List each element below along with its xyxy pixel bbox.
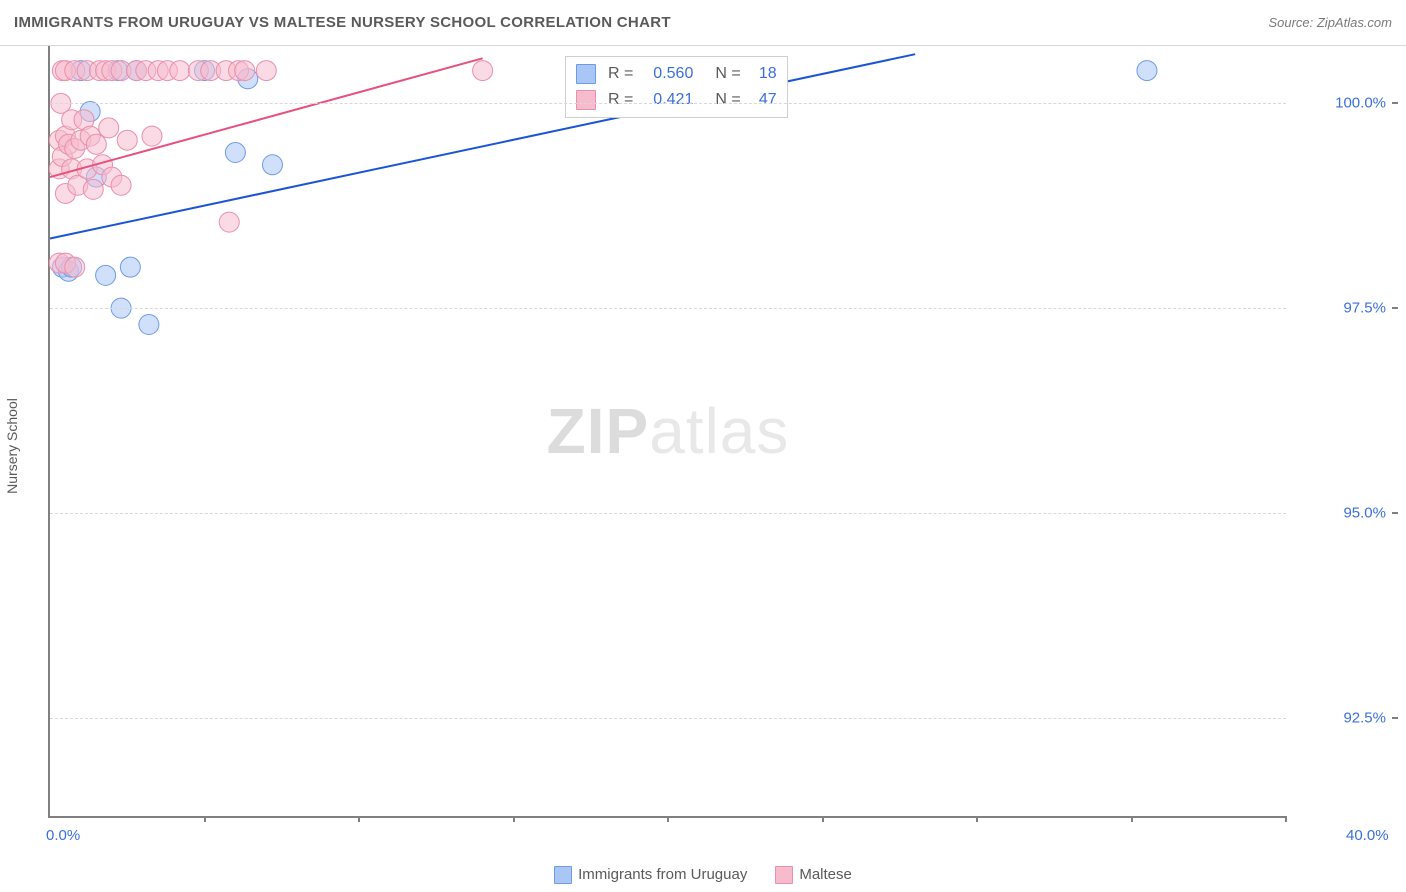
legend-label-maltese: Maltese — [799, 866, 852, 883]
scatter-plot-svg — [50, 46, 1286, 816]
stats-row: R =0.560 N = 18 — [576, 61, 777, 87]
stats-N-label: N = — [715, 87, 740, 113]
scatter-point-maltese — [111, 175, 131, 195]
legend-item-maltese: Maltese — [775, 866, 852, 884]
stats-swatch — [576, 64, 596, 84]
scatter-point-maltese — [256, 61, 276, 81]
scatter-point-maltese — [86, 134, 106, 154]
scatter-point-maltese — [473, 61, 493, 81]
x-tick-mark — [667, 816, 669, 822]
scatter-point-maltese — [170, 61, 190, 81]
correlation-stats-box: R =0.560 N = 18 R =0.421 N = 47 — [565, 56, 788, 118]
x-axis-label-min: 0.0% — [46, 827, 80, 844]
scatter-point-uruguay — [96, 265, 116, 285]
x-tick-mark — [1131, 816, 1133, 822]
x-tick-mark — [1285, 816, 1287, 822]
y-axis-title: Nursery School — [4, 398, 20, 494]
x-tick-mark — [513, 816, 515, 822]
scatter-point-maltese — [219, 212, 239, 232]
gridline-h — [50, 103, 1286, 104]
chart-title: IMMIGRANTS FROM URUGUAY VS MALTESE NURSE… — [14, 14, 671, 31]
x-tick-mark — [822, 816, 824, 822]
scatter-point-maltese — [99, 118, 119, 138]
scatter-point-maltese — [142, 126, 162, 146]
scatter-point-maltese — [117, 130, 137, 150]
source-name: ZipAtlas.com — [1317, 15, 1392, 30]
source-attribution: Source: ZipAtlas.com — [1268, 15, 1392, 30]
stats-R-value: 0.421 — [639, 87, 693, 113]
scatter-point-uruguay — [262, 155, 282, 175]
scatter-point-uruguay — [120, 257, 140, 277]
stats-swatch — [576, 90, 596, 110]
y-tick-label: 95.0% — [1296, 504, 1386, 521]
x-tick-mark — [358, 816, 360, 822]
x-tick-mark — [204, 816, 206, 822]
legend-swatch-uruguay — [554, 866, 572, 884]
x-axis-label-max: 40.0% — [1346, 827, 1389, 844]
plot-area: ZIPatlas R =0.560N =18R =0.421N =47 0.0%… — [48, 46, 1286, 818]
legend-label-uruguay: Immigrants from Uruguay — [578, 866, 747, 883]
y-tick-mark — [1392, 307, 1398, 309]
gridline-h — [50, 308, 1286, 309]
stats-R-value: 0.560 — [639, 61, 693, 87]
y-tick-label: 100.0% — [1296, 95, 1386, 112]
source-prefix: Source: — [1268, 15, 1316, 30]
legend-swatch-maltese — [775, 866, 793, 884]
y-tick-mark — [1392, 102, 1398, 104]
stats-N-value: 47 — [747, 87, 777, 113]
y-tick-mark — [1392, 717, 1398, 719]
y-tick-label: 92.5% — [1296, 709, 1386, 726]
gridline-h — [50, 513, 1286, 514]
scatter-point-maltese — [235, 61, 255, 81]
scatter-point-uruguay — [225, 142, 245, 162]
legend-item-uruguay: Immigrants from Uruguay — [554, 866, 747, 884]
stats-row: R =0.421 N = 47 — [576, 87, 777, 113]
scatter-point-maltese — [83, 179, 103, 199]
chart-header: IMMIGRANTS FROM URUGUAY VS MALTESE NURSE… — [0, 0, 1406, 46]
scatter-point-maltese — [65, 257, 85, 277]
x-tick-mark — [976, 816, 978, 822]
gridline-h — [50, 718, 1286, 719]
stats-R-label: R = — [608, 87, 633, 113]
stats-R-label: R = — [608, 61, 633, 87]
y-tick-mark — [1392, 512, 1398, 514]
scatter-point-uruguay — [139, 315, 159, 335]
scatter-point-uruguay — [1137, 61, 1157, 81]
stats-N-value: 18 — [747, 61, 777, 87]
y-tick-label: 97.5% — [1296, 300, 1386, 317]
stats-N-label: N = — [715, 61, 740, 87]
plot-outer: ZIPatlas R =0.560N =18R =0.421N =47 0.0%… — [48, 46, 1396, 848]
legend: Immigrants from Uruguay Maltese — [0, 866, 1406, 884]
